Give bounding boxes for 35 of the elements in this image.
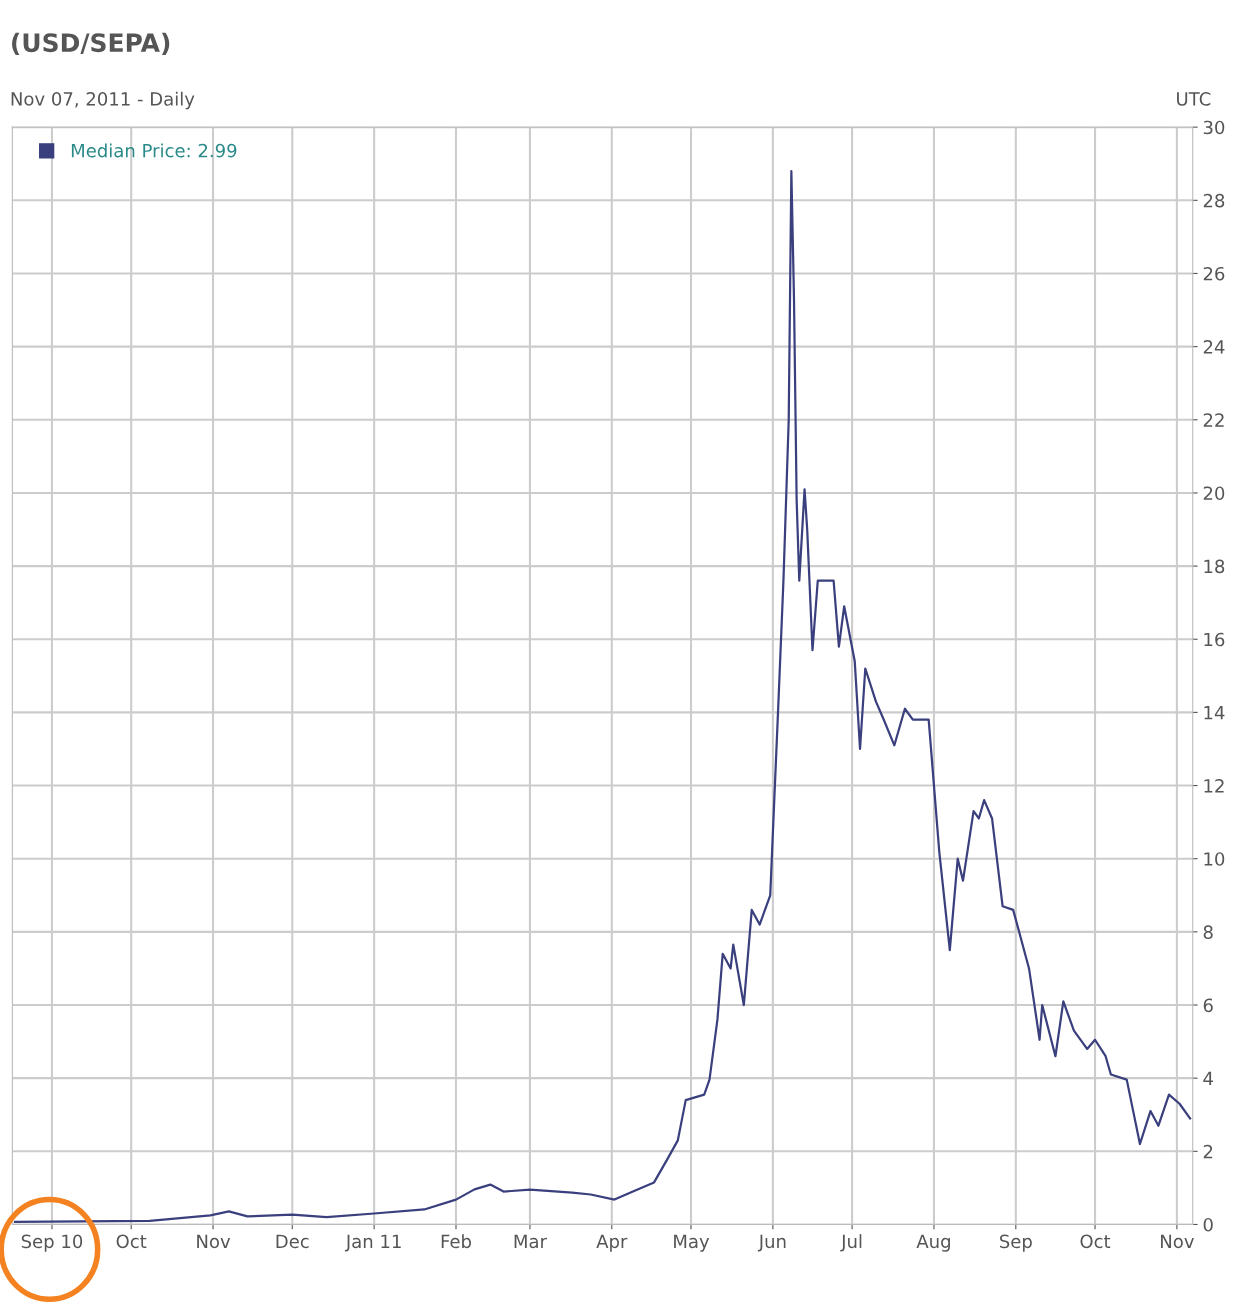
x-tick-label: May <box>674 1234 710 1252</box>
x-tick-label: Jan 11 <box>344 1234 401 1252</box>
x-tick-label: Sep <box>999 1234 1032 1252</box>
y-tick-label: 18 <box>1204 559 1225 574</box>
y-tick-label: 30 <box>1203 120 1225 135</box>
x-tick-label: Sep 10 <box>21 1234 83 1252</box>
x-tick-label: Mar <box>514 1234 547 1249</box>
x-tick-label: Jul <box>840 1234 862 1252</box>
x-tick-label: Dec <box>276 1234 309 1249</box>
x-tick-label: Apr <box>596 1234 628 1252</box>
chart-title: (USD/SEPA) <box>12 32 170 56</box>
x-tick-label: Aug <box>916 1234 950 1252</box>
x-tick-label: Oct <box>1080 1234 1111 1249</box>
y-tick-label: 0 <box>1203 1217 1213 1232</box>
x-tick-label: Nov <box>197 1234 231 1249</box>
y-tick-label: 28 <box>1203 193 1225 208</box>
y-tick-label: 16 <box>1204 632 1225 647</box>
legend-label: Median Price: 2.99 <box>71 143 237 158</box>
x-tick-label: Feb <box>441 1234 471 1249</box>
y-tick-label: 22 <box>1203 413 1224 427</box>
chart-subtitle: Nov 07, 2011 - Daily <box>11 91 195 110</box>
y-tick-label: 24 <box>1203 340 1225 354</box>
y-tick-label: 20 <box>1203 486 1225 501</box>
y-tick-label: 4 <box>1203 1071 1213 1086</box>
y-tick-label: 6 <box>1203 998 1213 1013</box>
y-tick-label: 12 <box>1204 779 1224 793</box>
text: UTC <box>1177 92 1211 106</box>
y-tick-label: 14 <box>1204 706 1225 720</box>
x-tick-label: Jun <box>757 1234 786 1252</box>
y-tick-label: 10 <box>1204 852 1225 866</box>
y-tick-label: 2 <box>1203 1144 1213 1159</box>
y-tick-label: 8 <box>1203 925 1213 939</box>
y-tick-label: 26 <box>1203 266 1225 281</box>
x-tick-label: Oct <box>116 1234 147 1249</box>
x-tick-label: Nov <box>1161 1234 1194 1249</box>
